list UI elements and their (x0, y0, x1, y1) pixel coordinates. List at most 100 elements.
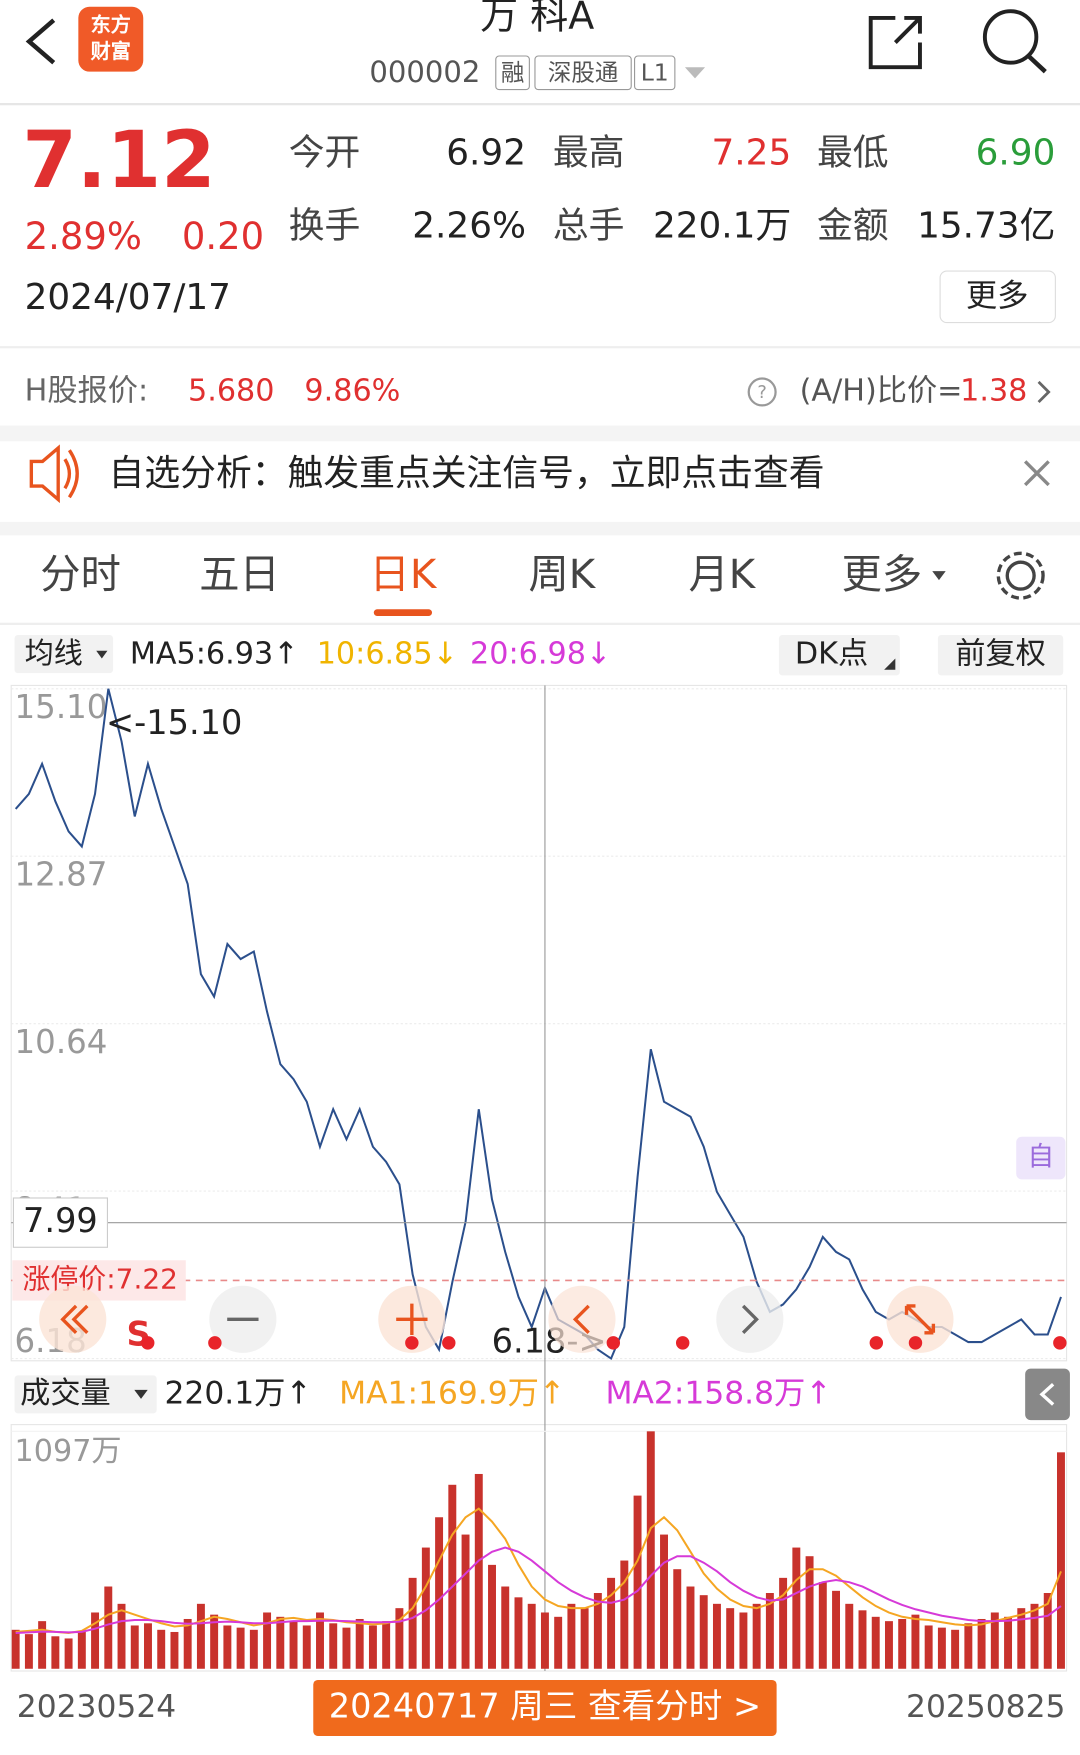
volume-selector[interactable] (14, 1375, 157, 1414)
stock-code: 000002 (369, 55, 480, 89)
ah-ratio: 1.38 (960, 373, 1027, 408)
volume-title: 成交量 (20, 1376, 111, 1411)
legend-entry: MA1:169.9万↑ (339, 1375, 565, 1411)
corner-mark (884, 658, 896, 670)
adjust-button[interactable] (937, 635, 1064, 676)
ma-selector[interactable] (14, 635, 114, 674)
band (0, 521, 1080, 536)
volume-bar (289, 1621, 298, 1669)
tab[interactable]: 月K (689, 551, 757, 598)
volume-bar (924, 1625, 933, 1669)
volume-bar (977, 1618, 986, 1669)
volume-bar (408, 1577, 417, 1669)
volume-bar (117, 1603, 126, 1669)
signal-dot (606, 1336, 621, 1350)
h-share-price: 5.680 (188, 373, 274, 408)
volume-bar (567, 1603, 576, 1669)
signal-dot (908, 1336, 923, 1350)
volume-bar (964, 1623, 973, 1669)
dk-button[interactable] (778, 635, 900, 676)
signal-dot (208, 1336, 222, 1350)
volume-bar (316, 1612, 324, 1669)
field-label: 今开 (289, 133, 361, 174)
legend-entry: MA2:158.8万↑ (605, 1375, 831, 1411)
field-value: 7.25 (712, 133, 792, 174)
charts: 15.1012.8710.648.416.18<-15.106.18->涨停价:… (11, 685, 1067, 1736)
volume-bar (752, 1603, 761, 1669)
share-button[interactable] (868, 15, 922, 70)
x-tick-label: 20230524 (17, 1689, 176, 1725)
signal-dot (141, 1336, 155, 1350)
tab[interactable]: 更多 (842, 551, 923, 598)
adjust-text: 前复权 (955, 637, 1046, 672)
side-button[interactable] (1016, 1136, 1066, 1180)
volume-bar (818, 1582, 827, 1669)
volume-bar (593, 1593, 602, 1669)
logo-text: 财富 (91, 39, 131, 63)
search-button[interactable] (982, 9, 1039, 65)
tab[interactable]: 周K (528, 551, 596, 598)
volume-frame (10, 1424, 1068, 1672)
volume-bar (249, 1629, 258, 1669)
help-glyph: ? (757, 382, 767, 403)
ma10: 10:6.85↓ (317, 637, 458, 672)
y-tick-label: 15.10 (15, 688, 108, 726)
volume-value: 220.1万↑ (165, 1375, 312, 1411)
volume-bar (540, 1612, 549, 1669)
plus-icon (396, 1303, 428, 1336)
close-button[interactable] (1023, 460, 1050, 487)
volume-bar (699, 1595, 708, 1669)
volume-bar (395, 1608, 404, 1669)
volume-bar (302, 1625, 311, 1669)
volume-bar (514, 1597, 523, 1669)
double-left-icon (60, 1304, 89, 1334)
signal-dot (869, 1336, 884, 1350)
volume-bar (1004, 1616, 1013, 1669)
volume-bar (884, 1621, 893, 1669)
h-share-label: H股报价: (25, 373, 149, 408)
crosshair-date: 20240717 周三 查看分时 > (329, 1686, 761, 1725)
volume-bar (646, 1431, 655, 1669)
volume-bar (845, 1603, 854, 1669)
volume-bar (64, 1638, 73, 1669)
tab[interactable]: 五日 (199, 551, 280, 598)
tab[interactable]: 分时 (40, 551, 121, 598)
volume-bar (937, 1627, 946, 1669)
dropdown-arrow[interactable] (684, 67, 706, 79)
volume-bar (144, 1623, 152, 1669)
speaker-icon (29, 444, 79, 504)
crosshair-date-box[interactable] (313, 1679, 777, 1736)
more-button[interactable] (939, 270, 1056, 324)
volume-bar (686, 1586, 695, 1669)
back-button[interactable] (25, 18, 56, 65)
chevron (1037, 380, 1051, 404)
volume-bar (210, 1614, 219, 1669)
help-icon[interactable] (747, 377, 777, 407)
notice[interactable]: 自选分析：触发重点关注信号，立即点击查看 (109, 453, 825, 494)
crosshair-value-box (12, 1197, 108, 1248)
signal-dot (675, 1336, 690, 1350)
volume-bar (554, 1616, 563, 1669)
right-button[interactable] (716, 1285, 784, 1353)
volume-bar (1043, 1593, 1052, 1669)
dk-text: DK点 (795, 637, 868, 672)
volume-bar (911, 1614, 920, 1669)
volume-bar (620, 1560, 629, 1669)
left-icon (572, 1304, 590, 1334)
left-button[interactable] (548, 1285, 616, 1353)
tab[interactable]: 日K (370, 551, 438, 598)
tag: 深股通 (548, 58, 618, 86)
ma-selector-text: 均线 (25, 636, 83, 670)
tabs: 分时 五日 日K 周K 月K 更多 (40, 551, 946, 616)
settings-button[interactable] (1005, 560, 1036, 591)
collapse-button[interactable] (1025, 1368, 1070, 1421)
dropdown-arrow (932, 571, 946, 581)
field-label: 金额 (817, 205, 889, 246)
volume-bar (421, 1547, 430, 1669)
ma-line (15, 1507, 1062, 1635)
field-value: 220.1万 (653, 205, 791, 246)
field-value: 6.92 (446, 133, 526, 174)
volume-bar (805, 1556, 814, 1669)
ma20: 20:6.98↓ (470, 637, 611, 672)
volume-bar (951, 1629, 960, 1669)
